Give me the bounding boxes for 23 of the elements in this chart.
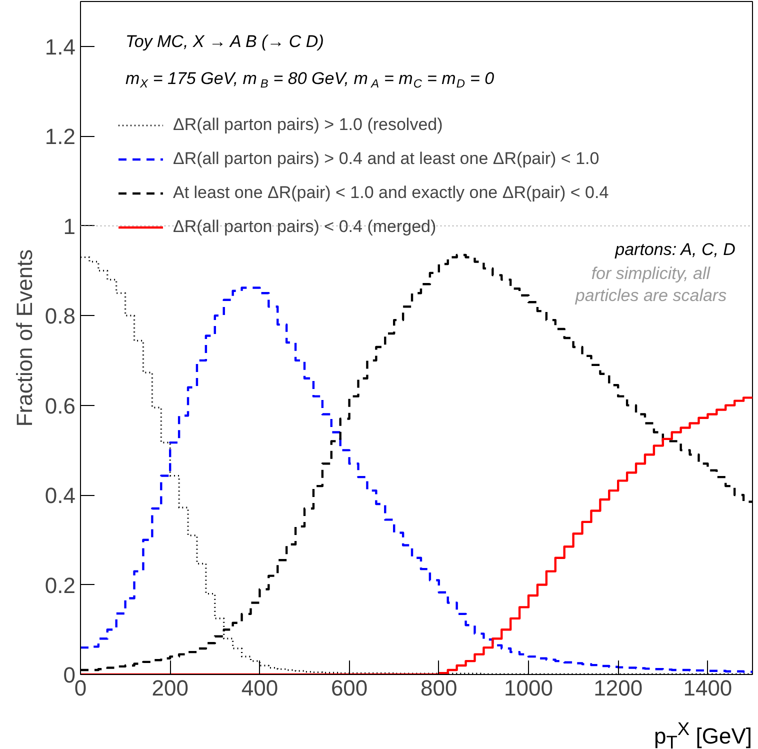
y-axis-title: Fraction of Events (12, 249, 37, 427)
y-tick-label: 1 (63, 214, 76, 239)
annotation: Toy MC, X → A B (→ C D) (126, 32, 324, 51)
x-tick-label: 200 (152, 676, 188, 700)
legend-label: At least one ΔR(pair) < 1.0 and exactly one ΔR(pair) < 0.4 (173, 183, 609, 203)
x-tick-label: 400 (241, 676, 278, 700)
y-tick-label: 1.2 (44, 124, 76, 150)
x-tick-label: 600 (330, 676, 368, 700)
y-tick-label: 0.2 (44, 572, 76, 598)
x-tick-label: 1000 (504, 676, 553, 700)
x-axis-title: p$_{T}$$^{X}$ [GeV] (652, 717, 752, 749)
x-tick-label: 800 (420, 676, 458, 700)
legend-label: ΔR(all parton pairs) > 0.4 and at least one ΔR(pair) < 1.0 (173, 149, 600, 169)
y-tick-label: 1.4 (44, 34, 76, 60)
y-tick-label: 0.8 (44, 304, 76, 329)
x-tick-label: 1400 (683, 676, 732, 700)
y-tick-label: 0.4 (44, 483, 76, 508)
y-tick-label: 0.6 (44, 393, 76, 418)
legend-label: ΔR(all parton pairs) > 1.0 (resolved) (173, 115, 443, 135)
annotation: for simplicity, all particles are scalars (574, 264, 728, 305)
x-tick-label: 1200 (594, 676, 643, 700)
legend-label: ΔR(all parton pairs) < 0.4 (merged) (173, 217, 436, 237)
annotation: partons: A, C, D (614, 240, 736, 259)
